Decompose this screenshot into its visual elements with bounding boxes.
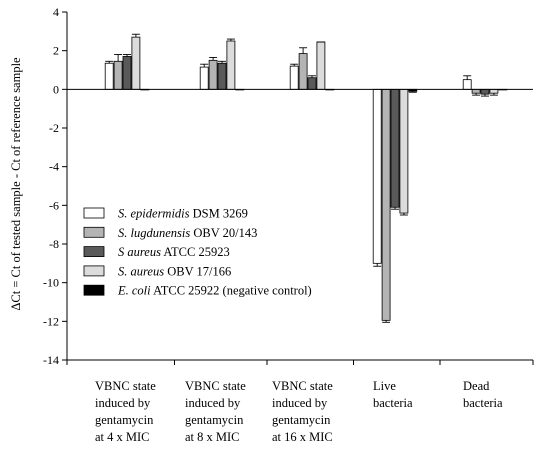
legend-entry: S aureus ATCC 25923: [118, 245, 230, 259]
legend-entry: S. lugdunensis OBV 20/143: [118, 226, 257, 240]
legend-swatch: [83, 284, 105, 296]
y-tick-label: -6: [49, 198, 59, 212]
bar-series1-cat5: [462, 79, 472, 90]
y-tick-label: -2: [49, 121, 59, 135]
y-axis-title: ΔCt = Ct of tested sample - Ct of refere…: [9, 57, 23, 311]
axes-layer: [62, 11, 534, 365]
y-tick-label: -8: [49, 237, 59, 251]
bar-series2-cat5: [471, 88, 481, 94]
bar-series3-cat2: [217, 62, 227, 90]
bar-series4-cat5: [489, 88, 499, 94]
legend-swatch: [83, 226, 105, 238]
y-tick-label: 2: [53, 44, 59, 58]
legend-entry: S. aureus OBV 17/166: [118, 264, 231, 278]
bar-series2-cat2: [208, 59, 218, 90]
legend-swatch: [83, 265, 105, 277]
bar-series4-cat4: [399, 88, 409, 214]
bar-series4-cat3: [316, 41, 326, 90]
bar-series2-cat1: [113, 60, 123, 90]
legend-entry: S. epidermidis DSM 3269: [118, 207, 248, 221]
category-label: Live bacteria: [373, 379, 413, 410]
y-tick-label: -4: [49, 160, 59, 174]
bar-series2-cat4: [381, 88, 391, 321]
bar-series1-cat4: [372, 88, 382, 264]
bar-series1-cat2: [199, 66, 209, 90]
bar-series3-cat1: [122, 56, 132, 90]
bar-series3-cat3: [307, 77, 317, 90]
bar-series3-cat4: [390, 88, 400, 208]
y-tick-label: -10: [43, 276, 59, 290]
bars-layer: [104, 33, 508, 323]
legend-swatch: [83, 246, 105, 258]
y-tick-label: -14: [43, 353, 59, 367]
y-tick-label: 4: [53, 5, 59, 19]
bar-series1-cat3: [289, 65, 299, 90]
legend: S. epidermidis DSM 3269 S. lugdunensis OB…: [83, 207, 312, 298]
labels-layer: 4 2 0 -2 -4 -6 -8 -10 -12 -14 VBNC state induced by…: [9, 5, 503, 444]
category-label: VBNC state induced by gentamycin at 16 x MI…: [272, 379, 333, 444]
bar-series4-cat1: [131, 36, 141, 90]
bar-series2-cat3: [298, 53, 308, 90]
category-label: VBNC state induced by gentamycin at 4 x MIC: [95, 379, 156, 444]
category-label: Dead bacteria: [463, 379, 503, 410]
bar-series1-cat1: [104, 62, 114, 90]
category-label: VBNC state induced by gentamycin at 8 x MIC: [185, 379, 246, 444]
y-tick-label: -12: [43, 314, 59, 328]
y-tick-label: 0: [53, 82, 59, 96]
legend-entry: E. coli ATCC 25922 (negative control): [117, 284, 312, 298]
legend-swatch: [83, 207, 105, 219]
bar-series3-cat5: [480, 88, 490, 95]
bar-series4-cat2: [226, 40, 236, 90]
